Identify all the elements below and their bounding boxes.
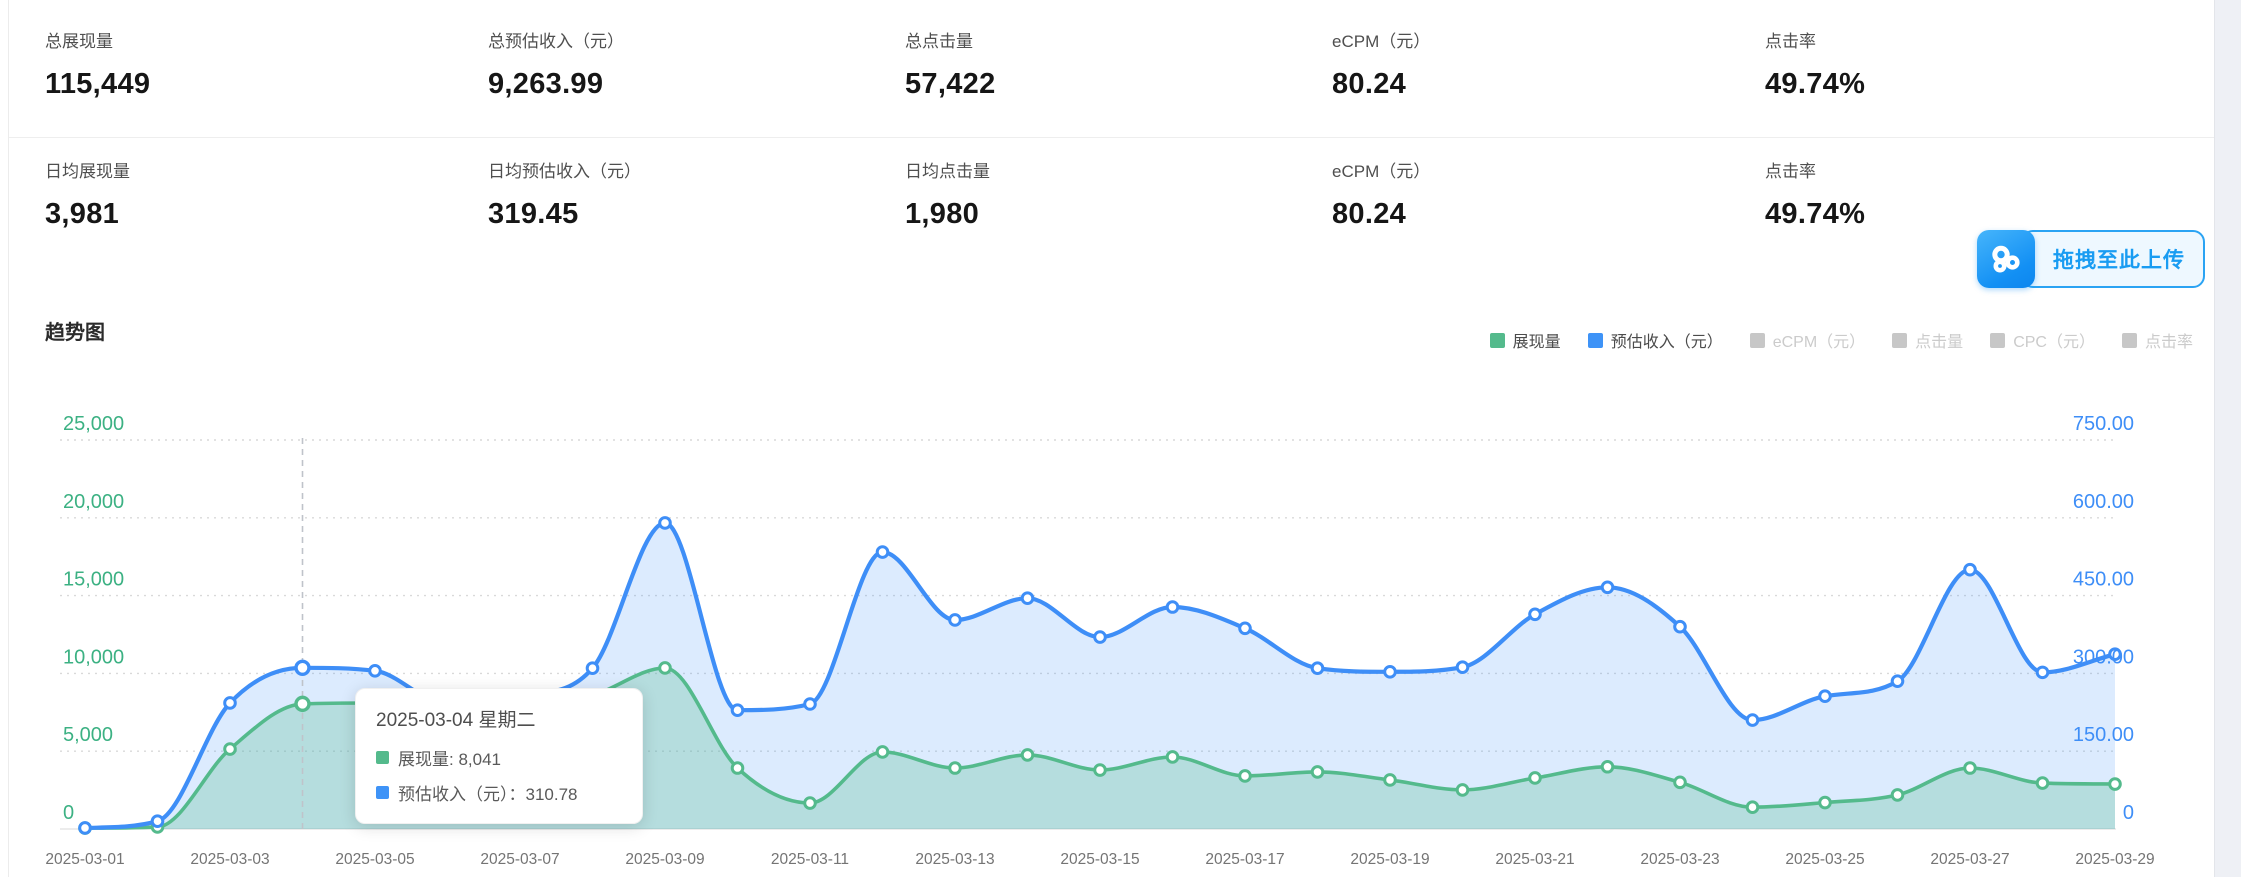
revenue-swatch-icon [376, 786, 389, 799]
trend-section-title: 趋势图 [45, 322, 105, 344]
stat-label: 总点击量 [905, 32, 973, 51]
stat-total-clicks: 总点击量 57,422 [905, 30, 996, 101]
stat-value: 115,449 [45, 68, 151, 100]
chart-tooltip: 2025-03-04 星期二 展现量: 8,041 预估收入（元）：310.78 [355, 688, 643, 824]
stat-value: 3,981 [45, 198, 120, 230]
stat-value: 80.24 [1332, 198, 1407, 230]
svg-text:2025-03-19: 2025-03-19 [1350, 851, 1429, 868]
trend-chart[interactable]: 0 5,000 10,000 15,000 20,000 25,000 0 150.00 300… [0, 372, 2241, 877]
tooltip-row-impressions: 展现量: 8,041 [376, 745, 622, 770]
svg-text:300.00: 300.00 [2073, 646, 2134, 668]
upload-label: 拖拽至此上传 [2053, 249, 2185, 272]
stat-daily-revenue: 日均预估收入（元） 319.45 [488, 160, 641, 231]
tooltip-row-revenue: 预估收入（元）：310.78 [376, 780, 622, 805]
svg-text:2025-03-15: 2025-03-15 [1060, 851, 1139, 868]
svg-text:2025-03-11: 2025-03-11 [771, 851, 849, 868]
legend-swatch-icon [1892, 332, 1908, 348]
svg-text:2025-03-23: 2025-03-23 [1640, 851, 1719, 868]
svg-text:5,000: 5,000 [63, 724, 113, 746]
svg-text:2025-03-03: 2025-03-03 [190, 851, 269, 868]
legend-swatch-icon [1587, 332, 1603, 348]
stat-label: eCPM（元） [1332, 32, 1431, 51]
tooltip-impressions-text: 展现量: 8,041 [398, 750, 501, 769]
stat-label: 日均展现量 [45, 162, 130, 181]
stat-value: 49.74% [1765, 68, 1866, 100]
svg-text:600.00: 600.00 [2073, 491, 2134, 513]
legend-item-3[interactable]: 点击量 [1892, 328, 1963, 352]
svg-text:2025-03-13: 2025-03-13 [915, 851, 994, 868]
svg-text:15,000: 15,000 [63, 569, 124, 591]
legend-swatch-icon [2121, 332, 2137, 348]
legend-item-0[interactable]: 展现量 [1489, 328, 1561, 352]
svg-text:2025-03-25: 2025-03-25 [1785, 851, 1864, 868]
stat-ecpm: eCPM（元） 80.24 [1332, 30, 1430, 101]
legend-label: CPC（元） [2013, 334, 2095, 351]
legend-swatch-icon [1990, 332, 2006, 348]
svg-text:2025-03-09: 2025-03-09 [625, 851, 704, 868]
svg-text:2025-03-17: 2025-03-17 [1205, 851, 1284, 868]
legend-label: 预估收入（元） [1610, 334, 1723, 351]
legend-item-4[interactable]: CPC（元） [1990, 328, 2095, 352]
legend-swatch-icon [1489, 332, 1505, 348]
legend-item-1[interactable]: 预估收入（元） [1587, 328, 1723, 352]
upload-pill: 拖拽至此上传 [2021, 230, 2205, 288]
tooltip-revenue-text: 预估收入（元）：310.78 [398, 785, 578, 804]
panel-left-border [8, 0, 9, 877]
legend-label: eCPM（元） [1772, 334, 1866, 351]
svg-text:2025-03-21: 2025-03-21 [1495, 851, 1574, 868]
chart-legend: 展现量 预估收入（元） eCPM（元） 点击量 CPC（元） 点击率 [1489, 328, 2193, 352]
legend-item-5[interactable]: 点击率 [2121, 328, 2193, 352]
legend-label: 点击量 [1915, 334, 1964, 351]
stat-label: 点击率 [1765, 162, 1816, 181]
stat-value: 9,263.99 [488, 68, 604, 100]
stat-label: 日均点击量 [905, 162, 990, 181]
divider [9, 137, 2214, 138]
stat-label: 日均预估收入（元） [488, 162, 641, 181]
tooltip-date: 2025-03-04 星期二 [376, 710, 536, 731]
svg-text:2025-03-01: 2025-03-01 [45, 851, 124, 868]
svg-text:25,000: 25,000 [63, 413, 124, 435]
stat-label: 点击率 [1765, 32, 1816, 51]
page-scroll-gutter[interactable] [2214, 0, 2241, 877]
stat-daily-impressions: 日均展现量 3,981 [45, 160, 130, 231]
stat-value: 80.24 [1332, 68, 1407, 100]
stat-daily-ecpm: eCPM（元） 80.24 [1332, 160, 1430, 231]
legend-swatch-icon [1749, 332, 1765, 348]
svg-text:2025-03-27: 2025-03-27 [1930, 851, 2009, 868]
impressions-swatch-icon [376, 751, 389, 764]
svg-text:20,000: 20,000 [63, 491, 124, 513]
svg-text:2025-03-29: 2025-03-29 [2075, 851, 2154, 868]
svg-text:2025-03-07: 2025-03-07 [480, 851, 559, 868]
svg-text:150.00: 150.00 [2073, 724, 2134, 746]
svg-text:10,000: 10,000 [63, 646, 124, 668]
stat-total-impressions: 总展现量 115,449 [45, 30, 150, 101]
stat-label: 总预估收入（元） [488, 32, 624, 51]
stat-daily-clicks: 日均点击量 1,980 [905, 160, 990, 231]
svg-text:2025-03-05: 2025-03-05 [335, 851, 414, 868]
svg-text:450.00: 450.00 [2073, 569, 2134, 591]
legend-label: 点击率 [2144, 334, 2193, 351]
stat-value: 57,422 [905, 68, 996, 100]
svg-text:0: 0 [63, 802, 74, 824]
svg-text:0: 0 [2123, 802, 2134, 824]
stat-value: 49.74% [1765, 198, 1866, 230]
stat-daily-ctr: 点击率 49.74% [1765, 160, 1865, 231]
legend-item-2[interactable]: eCPM（元） [1749, 328, 1866, 352]
stat-value: 319.45 [488, 198, 579, 230]
upload-button[interactable]: 拖拽至此上传 [1977, 230, 2205, 288]
stat-label: 总展现量 [45, 32, 113, 51]
svg-text:750.00: 750.00 [2073, 413, 2134, 435]
stat-label: eCPM（元） [1332, 162, 1431, 181]
stat-ctr: 点击率 49.74% [1765, 30, 1865, 101]
netdisk-cloud-icon [1977, 230, 2035, 288]
stat-total-revenue: 总预估收入（元） 9,263.99 [488, 30, 624, 101]
legend-label: 展现量 [1512, 334, 1561, 351]
trend-chart-canvas[interactable]: 0 5,000 10,000 15,000 20,000 25,000 0 150.00 300… [0, 372, 2241, 877]
stat-value: 1,980 [905, 198, 980, 230]
